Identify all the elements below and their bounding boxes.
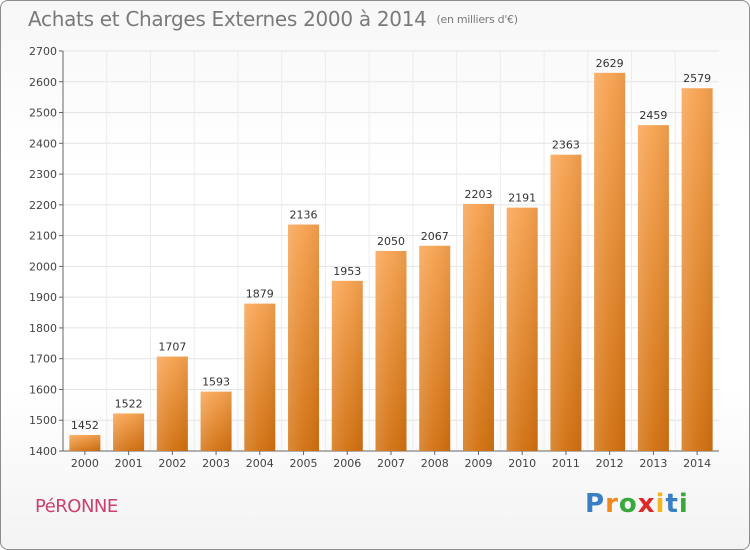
x-tick-label: 2002 <box>158 457 186 470</box>
x-tick-label: 2007 <box>377 457 405 470</box>
bar-shade <box>331 280 363 451</box>
logo-letter: t <box>665 489 679 519</box>
bar-shade <box>200 391 232 451</box>
logo-letter: i <box>655 489 666 519</box>
x-tick-label: 2000 <box>71 457 99 470</box>
y-tick-label: 1900 <box>29 291 57 304</box>
y-tick-label: 1800 <box>29 322 57 335</box>
x-tick-label: 2008 <box>421 457 449 470</box>
x-tick-label: 2005 <box>290 457 318 470</box>
x-tick-label: 2013 <box>639 457 667 470</box>
bars <box>69 72 713 452</box>
bar-shade <box>419 245 451 451</box>
y-tick-label: 1400 <box>29 445 57 458</box>
y-tick-label: 2700 <box>29 45 57 58</box>
y-tick-label: 2100 <box>29 230 57 243</box>
data-label: 2050 <box>377 235 405 248</box>
data-label: 2067 <box>421 230 449 243</box>
logo-letter: r <box>605 489 619 519</box>
data-label: 2136 <box>290 209 318 222</box>
x-tick-label: 2011 <box>552 457 580 470</box>
bar-shade <box>637 125 669 452</box>
data-label: 2363 <box>552 139 580 152</box>
x-tick-label: 2010 <box>508 457 536 470</box>
y-tick-label: 1500 <box>29 414 57 427</box>
data-label: 1452 <box>71 419 99 432</box>
data-label: 2459 <box>639 109 667 122</box>
data-label: 1879 <box>246 288 274 301</box>
proxiti-logo: Proxiti <box>585 489 689 519</box>
y-tick-label: 2400 <box>29 137 57 150</box>
x-tick-label: 2009 <box>464 457 492 470</box>
bar-shade <box>506 207 538 451</box>
y-tick-label: 2500 <box>29 107 57 120</box>
x-tick-label: 2004 <box>246 457 274 470</box>
bar-shade <box>681 88 713 451</box>
y-tick-label: 1600 <box>29 383 57 396</box>
bar-shade <box>288 224 320 451</box>
bar-shade <box>244 303 276 451</box>
bar-shade <box>550 154 582 451</box>
x-tick-label: 2001 <box>115 457 143 470</box>
data-label: 2629 <box>596 57 624 70</box>
data-label: 1953 <box>333 265 361 278</box>
logo-letter: o <box>618 489 638 519</box>
y-tick-label: 2600 <box>29 76 57 89</box>
y-tick-label: 2300 <box>29 168 57 181</box>
y-tick-label: 2200 <box>29 199 57 212</box>
chart-title: Achats et Charges Externes 2000 à 2014 (e… <box>28 7 518 31</box>
logo-letter: x <box>637 489 656 519</box>
data-label: 1707 <box>158 341 186 354</box>
chart-subtitle: (en milliers d'€) <box>436 13 518 26</box>
commune-name: PéRONNE <box>35 496 118 517</box>
y-tick-label: 1700 <box>29 353 57 366</box>
data-labels: 2000 1452 2001 1522 2002 1707 2003 1593 2004 1879… <box>71 57 711 470</box>
x-tick-label: 2006 <box>333 457 361 470</box>
y-tick-label: 2000 <box>29 260 57 273</box>
data-label: 1593 <box>202 376 230 389</box>
logo-letter: i <box>678 489 689 519</box>
x-tick-label: 2012 <box>596 457 624 470</box>
data-label: 2191 <box>508 192 536 205</box>
x-tick-label: 2014 <box>683 457 711 470</box>
bar-shade <box>113 413 145 451</box>
data-label: 2579 <box>683 72 711 85</box>
bar-shade <box>375 251 407 451</box>
logo-letter: P <box>585 489 606 519</box>
bar-shade <box>594 72 626 451</box>
data-label: 2203 <box>464 188 492 201</box>
title-text: Achats et Charges Externes 2000 à 2014 <box>28 7 427 31</box>
bar-shade <box>69 435 101 451</box>
bar-shade <box>156 356 188 451</box>
x-tick-label: 2003 <box>202 457 230 470</box>
data-label: 1522 <box>115 397 143 410</box>
bar-shade <box>462 203 494 451</box>
